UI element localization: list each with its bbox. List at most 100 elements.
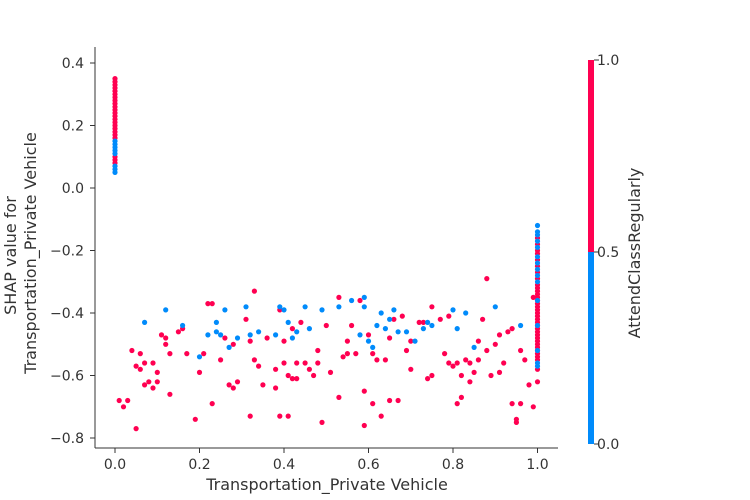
- x-tick-label: 0.4: [273, 457, 295, 473]
- scatter-point: [150, 385, 156, 391]
- scatter-point: [180, 322, 186, 329]
- x-axis-title: Transportation_Private Vehicle: [205, 475, 448, 495]
- scatter-point: [492, 304, 498, 310]
- colorbar-ticks: 1.0 0.5 0.0: [594, 53, 619, 453]
- scatter-point: [357, 297, 363, 304]
- scatter-point: [311, 372, 317, 379]
- scatter-point: [264, 335, 270, 341]
- scatter-point: [522, 357, 528, 363]
- scatter-point: [184, 351, 190, 357]
- scatter-point: [429, 322, 435, 329]
- scatter-point: [374, 357, 380, 363]
- scatter-point: [353, 351, 359, 357]
- scatter-point: [534, 379, 541, 385]
- scatter-point: [302, 360, 308, 366]
- scatter-point: [175, 329, 181, 335]
- scatter-point: [387, 316, 393, 322]
- scatter-point: [387, 397, 393, 404]
- scatter-point: [518, 401, 524, 407]
- scatter-point: [281, 307, 287, 313]
- scatter-point: [450, 363, 456, 369]
- scatter-point: [294, 376, 300, 382]
- scatter-point: [475, 338, 481, 344]
- scatter-point: [408, 366, 414, 372]
- scatter-point: [403, 329, 410, 335]
- scatter-point: [251, 288, 257, 294]
- scatter-point: [209, 301, 215, 307]
- scatter-point: [534, 244, 541, 250]
- scatter-point: [463, 357, 469, 363]
- scatter-point: [125, 397, 131, 404]
- scatter-point: [454, 401, 460, 407]
- scatter-point: [256, 363, 262, 369]
- scatter-point: [273, 332, 279, 338]
- y-tick-label: 0.0: [62, 181, 84, 197]
- scatter-point: [234, 335, 241, 341]
- axes: [94, 47, 558, 449]
- y-tick-label: 0.2: [62, 119, 84, 135]
- scatter-point: [298, 319, 304, 325]
- scatter-point: [158, 332, 165, 338]
- scatter-point: [167, 351, 173, 357]
- scatter-point: [471, 369, 477, 375]
- scatter-point: [336, 394, 342, 400]
- scatter-point: [509, 326, 515, 332]
- scatter-point: [294, 329, 300, 335]
- scatter-point: [471, 344, 477, 350]
- scatter-point: [534, 254, 541, 260]
- scatter-point: [429, 372, 435, 379]
- scatter-point: [399, 313, 405, 319]
- scatter-point: [133, 363, 139, 369]
- scatter-point: [315, 360, 321, 366]
- y-axis-title-line-1: SHAP value for: [1, 196, 20, 315]
- y-tick-label: −0.6: [50, 369, 84, 385]
- scatter-point: [484, 347, 490, 354]
- scatter-point: [387, 335, 393, 341]
- scatter-point: [420, 319, 426, 325]
- scatter-point: [534, 297, 541, 304]
- scatter-point: [273, 366, 279, 372]
- scatter-point: [289, 326, 295, 332]
- scatter-point: [137, 366, 143, 372]
- scatter-point: [281, 338, 287, 344]
- scatter-point: [382, 326, 388, 332]
- scatter-point: [167, 391, 173, 397]
- scatter-point: [230, 341, 236, 347]
- colorbar-tick-label: 0.5: [597, 245, 619, 261]
- scatter-point: [420, 326, 426, 332]
- scatter-point: [319, 307, 325, 313]
- y-axis-title-line-2: Transportation_Private Vehicle: [21, 132, 41, 375]
- scatter-point: [534, 238, 541, 244]
- scatter-point: [192, 416, 198, 422]
- scatter-point: [450, 307, 456, 313]
- scatter-point: [273, 385, 279, 391]
- scatter-point: [302, 304, 308, 310]
- scatter-point: [505, 329, 511, 335]
- scatter-point: [534, 347, 541, 354]
- scatter-point: [530, 294, 536, 300]
- scatter-point: [277, 304, 283, 310]
- scatter-point: [336, 294, 342, 300]
- scatter-point: [163, 335, 169, 341]
- scatter-point: [361, 294, 367, 300]
- scatter-point: [370, 351, 376, 357]
- scatter-point: [484, 276, 490, 282]
- y-tick-label: −0.2: [50, 244, 84, 260]
- colorbar-tick-label: 0.0: [597, 437, 619, 453]
- scatter-point: [534, 322, 541, 329]
- scatter-point: [294, 360, 300, 366]
- scatter-point: [395, 397, 401, 404]
- scatter-point: [120, 404, 127, 410]
- scatter-point: [488, 372, 494, 379]
- scatter-point: [526, 382, 532, 388]
- scatter-point: [142, 360, 148, 366]
- scatter-point: [365, 332, 372, 338]
- scatter-point: [361, 388, 367, 394]
- scatter-point: [163, 341, 169, 347]
- scatter-point: [112, 169, 118, 175]
- scatter-point: [446, 313, 452, 319]
- scatter-point: [467, 360, 473, 366]
- scatter-point: [251, 357, 257, 363]
- scatter-point: [534, 260, 541, 266]
